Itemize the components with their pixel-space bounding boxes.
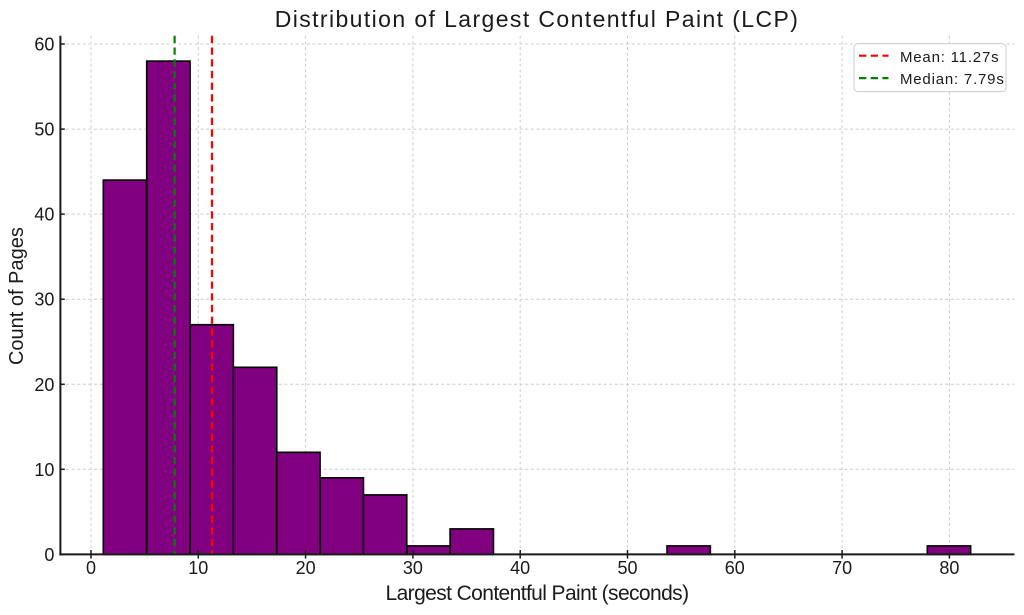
svg-text:10: 10 [34, 460, 54, 480]
svg-text:60: 60 [725, 558, 745, 578]
svg-text:Largest Contentful Paint (seco: Largest Contentful Paint (seconds) [386, 582, 689, 605]
svg-text:50: 50 [34, 120, 54, 140]
svg-text:20: 20 [34, 375, 54, 395]
svg-text:20: 20 [296, 558, 316, 578]
svg-text:30: 30 [403, 558, 423, 578]
svg-text:40: 40 [34, 205, 54, 225]
svg-text:50: 50 [617, 558, 637, 578]
svg-text:Median: 7.79s: Median: 7.79s [900, 71, 1005, 88]
svg-text:80: 80 [939, 558, 959, 578]
svg-text:Count of Pages: Count of Pages [6, 227, 28, 365]
svg-text:40: 40 [510, 558, 530, 578]
svg-text:60: 60 [34, 35, 54, 55]
svg-text:70: 70 [832, 558, 852, 578]
svg-text:Mean: 11.27s: Mean: 11.27s [900, 49, 999, 66]
svg-text:Distribution of Largest Conten: Distribution of Largest Contentful Paint… [275, 6, 800, 32]
svg-text:0: 0 [86, 558, 96, 578]
svg-text:0: 0 [44, 545, 54, 565]
svg-text:30: 30 [34, 290, 54, 310]
svg-text:10: 10 [188, 558, 208, 578]
